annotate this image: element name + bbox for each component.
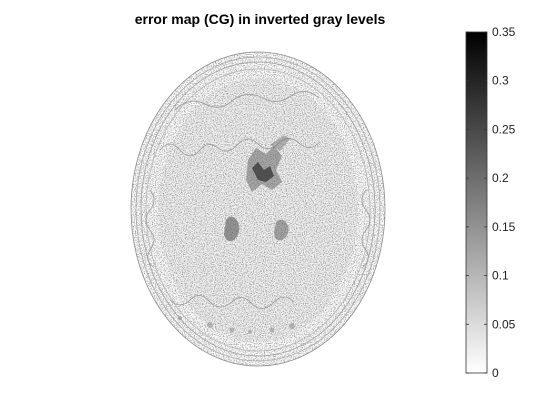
- error-map-image: [130, 51, 386, 367]
- figure-title: error map (CG) in inverted gray levels: [135, 11, 386, 27]
- occipital-detail: [178, 316, 295, 334]
- colorbar-tick-label: 0.15: [492, 220, 516, 234]
- ventricle-error-regions: [224, 135, 290, 242]
- colorbar-tick-label: 0.3: [492, 74, 509, 88]
- colorbar-tick-label: 0.05: [492, 317, 516, 331]
- cortex-gyri: [145, 91, 371, 309]
- colorbar-ticks: 0 0.05 0.1 0.15 0.2 0.25 0.3 0.35: [466, 25, 516, 380]
- colorbar-gradient: [465, 31, 488, 374]
- colorbar-tick-label: 0.2: [492, 171, 509, 185]
- colorbar-tick-label: 0.35: [492, 25, 516, 39]
- colorbar-tick-label: 0.25: [492, 122, 516, 136]
- colorbar-tick-label: 0: [492, 366, 499, 380]
- colorbar: 0 0.05 0.1 0.15 0.2 0.25 0.3 0.35: [465, 25, 516, 380]
- skull-outline: [130, 51, 386, 367]
- colorbar-tick-label: 0.1: [492, 269, 509, 283]
